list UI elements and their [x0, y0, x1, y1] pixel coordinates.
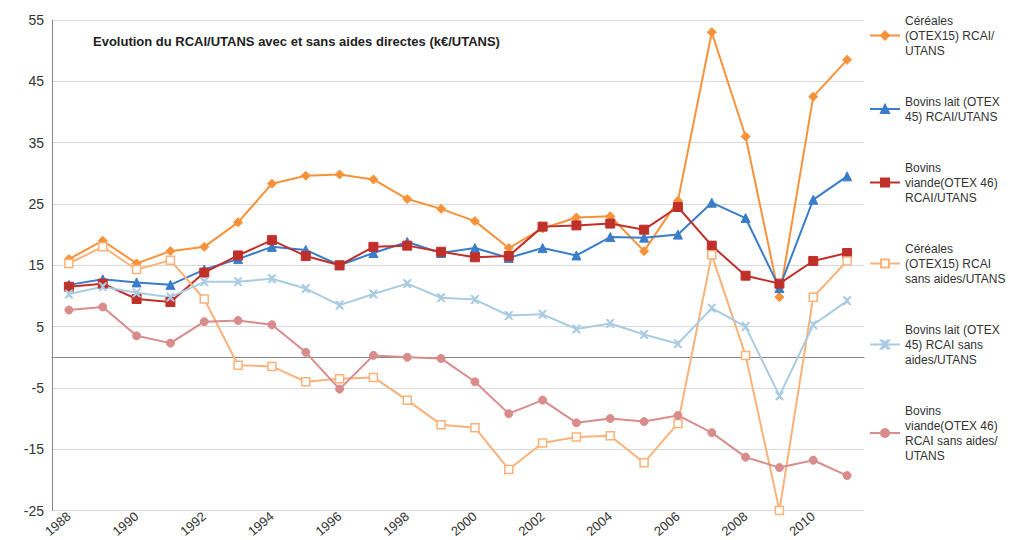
svg-text:(OTEX15) RCAI/: (OTEX15) RCAI/ — [905, 29, 995, 43]
svg-text:35: 35 — [28, 135, 44, 151]
svg-text:45) RCAI sans: 45) RCAI sans — [905, 338, 986, 352]
svg-text:45) RCAI/UTANS: 45) RCAI/UTANS — [905, 110, 997, 124]
svg-text:UTANS: UTANS — [905, 44, 945, 58]
svg-text:2010: 2010 — [786, 509, 818, 539]
svg-text:Bovins: Bovins — [905, 161, 944, 175]
svg-text:2002: 2002 — [516, 509, 548, 539]
svg-text:aides/UTANS: aides/UTANS — [905, 353, 977, 367]
svg-text:1988: 1988 — [42, 509, 74, 539]
svg-text:1994: 1994 — [245, 509, 277, 539]
svg-text:sans aides/UTANS: sans aides/UTANS — [905, 272, 1005, 286]
svg-text:2008: 2008 — [719, 509, 751, 539]
svg-text:Evolution du RCAI/UTANS avec e: Evolution du RCAI/UTANS avec et sans aid… — [93, 34, 500, 49]
svg-text:-15: -15 — [24, 441, 44, 457]
svg-text:2000: 2000 — [448, 509, 480, 539]
svg-text:RCAI/UTANS: RCAI/UTANS — [905, 191, 977, 205]
svg-text:Bovins lait (OTEX: Bovins lait (OTEX — [905, 95, 1003, 109]
svg-text:1992: 1992 — [177, 509, 209, 539]
svg-text:1990: 1990 — [110, 509, 142, 539]
svg-text:Bovins lait (OTEX: Bovins lait (OTEX — [905, 323, 1003, 337]
svg-text:5: 5 — [36, 319, 44, 335]
svg-text:45: 45 — [28, 73, 44, 89]
svg-text:-5: -5 — [32, 380, 45, 396]
svg-text:55: 55 — [28, 12, 44, 28]
svg-text:1996: 1996 — [313, 509, 345, 539]
svg-text:viande(OTEX 46): viande(OTEX 46) — [905, 176, 1001, 190]
svg-text:Céréales: Céréales — [905, 242, 956, 256]
svg-text:RCAI sans aides/: RCAI sans aides/ — [905, 434, 998, 448]
svg-text:2006: 2006 — [651, 509, 683, 539]
svg-text:Bovins: Bovins — [905, 404, 944, 418]
svg-text:UTANS: UTANS — [905, 449, 945, 463]
svg-text:-25: -25 — [24, 503, 44, 519]
svg-text:viande(OTEX 46): viande(OTEX 46) — [905, 419, 1001, 433]
svg-text:Céréales: Céréales — [905, 14, 956, 28]
svg-text:1998: 1998 — [380, 509, 412, 539]
svg-text:(OTEX15) RCAI: (OTEX15) RCAI — [905, 257, 994, 271]
svg-text:15: 15 — [28, 257, 44, 273]
svg-text:2004: 2004 — [583, 509, 615, 539]
svg-text:25: 25 — [28, 196, 44, 212]
